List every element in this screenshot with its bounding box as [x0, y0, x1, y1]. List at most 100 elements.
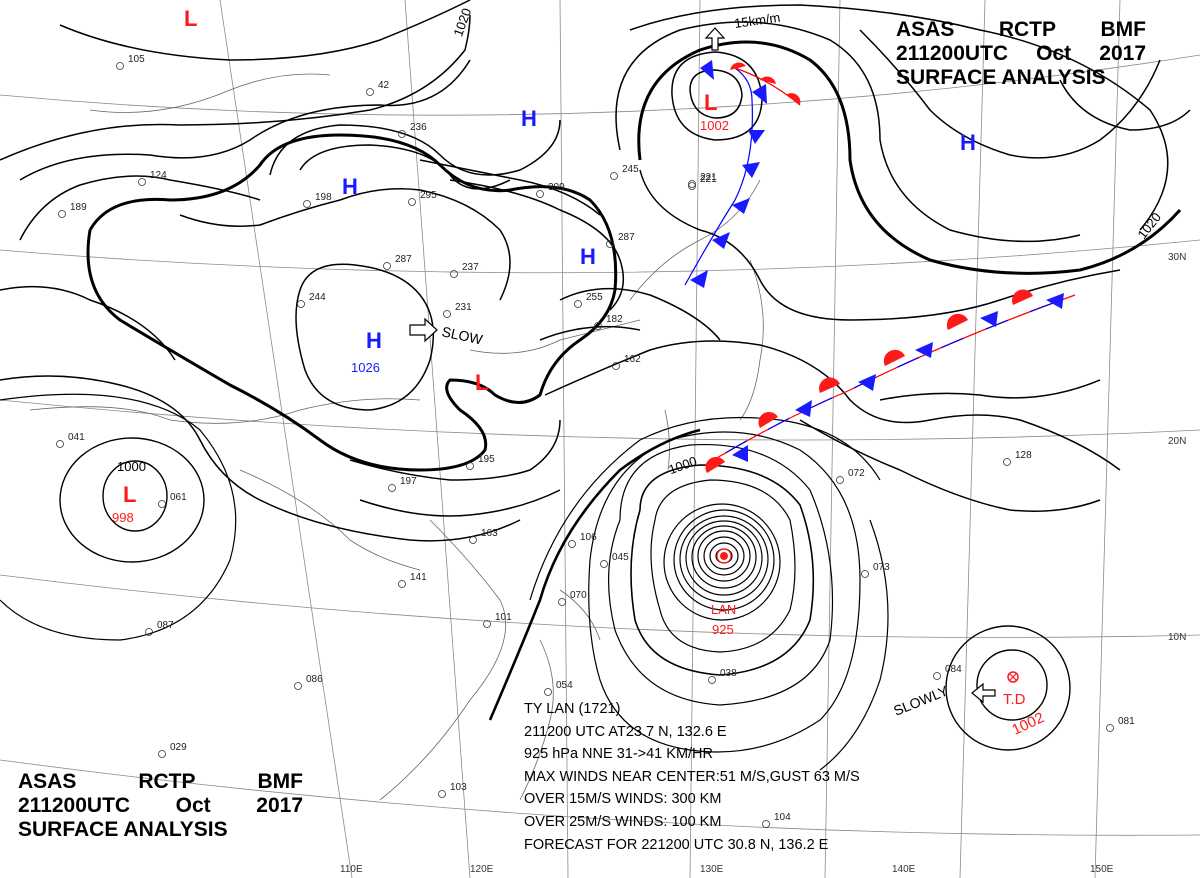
title-office: BMF	[1100, 18, 1147, 41]
low-centers: L L L L	[123, 6, 717, 507]
ty-info-line: TY LAN (1721)	[524, 701, 621, 717]
lon-label-150e: 150E	[1090, 864, 1114, 875]
station-pressure: 029	[170, 742, 187, 753]
station-circle	[762, 820, 770, 828]
station-circle	[388, 484, 396, 492]
station-pressure: 084	[945, 664, 962, 675]
station-pressure: 309	[548, 182, 565, 193]
station-pressure: 195	[478, 454, 495, 465]
ty-info-line: 925 hPa NNE 31->41 KM/HR	[524, 746, 713, 763]
station-circle	[145, 628, 153, 636]
chart-title-top: ASAS RCTP BMF 211200UTC Oct 2017 SURFACE…	[896, 18, 1146, 90]
title-year: 2017	[1099, 42, 1146, 65]
ty-info-line: MAX WINDS NEAR CENTER:51 M/S,GUST 63 M/S	[524, 768, 860, 785]
motion-arrows	[409, 27, 996, 704]
lon-labels: 110E 120E 130E 140E 150E	[340, 864, 1114, 875]
station-pressure: 106	[580, 532, 597, 543]
station-circle	[558, 598, 566, 606]
low-pressure-998: 998	[112, 510, 134, 525]
title-time: 211200UTC	[896, 42, 1009, 65]
typhoon-isobars	[488, 416, 889, 771]
station-plots: 105 124 189 42 236 198 295 287 237 231 244 309 245 22…	[56, 54, 1135, 828]
station-pressure: 198	[315, 192, 332, 203]
station-circle	[158, 500, 166, 508]
station-circle	[469, 536, 477, 544]
station-circle	[366, 88, 374, 96]
lon-label-120e: 120E	[470, 864, 494, 875]
fronts	[684, 60, 1076, 473]
station-pressure: 070	[570, 590, 587, 601]
high-centers: H H H H H	[342, 106, 976, 353]
station-pressure: 287	[618, 232, 635, 243]
lat-labels: 30N 20N 10N	[1168, 252, 1186, 643]
lat-label-20n: 20N	[1168, 436, 1186, 447]
station-circle	[536, 190, 544, 198]
station-circle	[297, 300, 305, 308]
high-center-1: H	[521, 106, 537, 131]
station-pressure: 103	[450, 782, 467, 793]
slow-label: SLOW	[440, 323, 484, 347]
title-agency: ASAS	[18, 770, 77, 793]
station-pressure: 295	[420, 190, 437, 201]
station-circle	[138, 178, 146, 186]
coastlines	[29, 73, 764, 801]
station-circle	[398, 130, 406, 138]
station-circle	[574, 300, 582, 308]
station-circle	[466, 462, 474, 470]
high-center-3: H	[580, 244, 596, 269]
low-center-3: L	[475, 370, 488, 395]
station-pressure: 081	[1118, 716, 1135, 727]
ty-info-line: 211200 UTC AT23.7 N, 132.6 E	[524, 723, 727, 740]
station-pressure: 221	[700, 172, 717, 183]
station-pressure: 041	[68, 432, 85, 443]
station-pressure: 197	[400, 476, 417, 487]
high-pressure-1026: 1026	[351, 360, 380, 375]
station-pressure: 255	[586, 292, 603, 303]
td-center	[1007, 671, 1019, 683]
station-pressure: 141	[410, 572, 427, 583]
west-low-isobars	[0, 393, 237, 641]
station-pressure: 124	[150, 170, 167, 181]
slowly-label: SLOWLY	[891, 682, 951, 719]
station-circle	[568, 540, 576, 548]
station-circle	[933, 672, 941, 680]
high-center-4: H	[366, 328, 382, 353]
station-circle	[383, 262, 391, 270]
station-circle	[438, 790, 446, 798]
low-center-1: L	[184, 6, 197, 31]
title-office: BMF	[257, 770, 304, 793]
station-circle	[861, 570, 869, 578]
title-station: RCTP	[998, 18, 1057, 41]
station-pressure: 087	[157, 620, 174, 631]
station-circle	[408, 198, 416, 206]
station-circle	[836, 476, 844, 484]
station-circle	[450, 270, 458, 278]
station-pressure: 189	[70, 202, 87, 213]
station-pressure: 244	[309, 292, 326, 303]
ty-info-line: OVER 25M/S WINDS: 100 KM	[524, 813, 722, 830]
td-label: T.D	[1003, 691, 1026, 708]
isobar-label-1000-typhoon: 1000	[666, 453, 698, 477]
title-year: 2017	[256, 794, 303, 817]
station-circle	[443, 310, 451, 318]
isobar-label-1000-west: 1000	[117, 459, 146, 474]
typhoon-pressure: 925	[712, 622, 734, 637]
station-circle	[688, 182, 696, 190]
station-pressure: 073	[873, 562, 890, 573]
station-pressure: 287	[395, 254, 412, 265]
ty-info-line: OVER 15M/S WINDS: 300 KM	[524, 791, 722, 808]
station-pressure: 182	[606, 314, 623, 325]
station-pressure: 104	[774, 812, 791, 823]
lon-label-130e: 130E	[700, 864, 724, 875]
station-pressure: 236	[410, 122, 427, 133]
high-center-2: H	[342, 174, 358, 199]
station-pressure: 128	[1015, 450, 1032, 461]
title-month: Oct	[175, 794, 211, 817]
station-pressure: 245	[622, 164, 639, 175]
wind-scale-label: 15km/m	[733, 10, 781, 31]
typhoon-info: TY LAN (1721) 211200 UTC AT23.7 N, 132.6…	[524, 698, 860, 856]
title-time: 211200UTC	[18, 794, 131, 817]
typhoon-name: LAN	[711, 602, 736, 617]
low-center-2: L	[704, 90, 717, 115]
